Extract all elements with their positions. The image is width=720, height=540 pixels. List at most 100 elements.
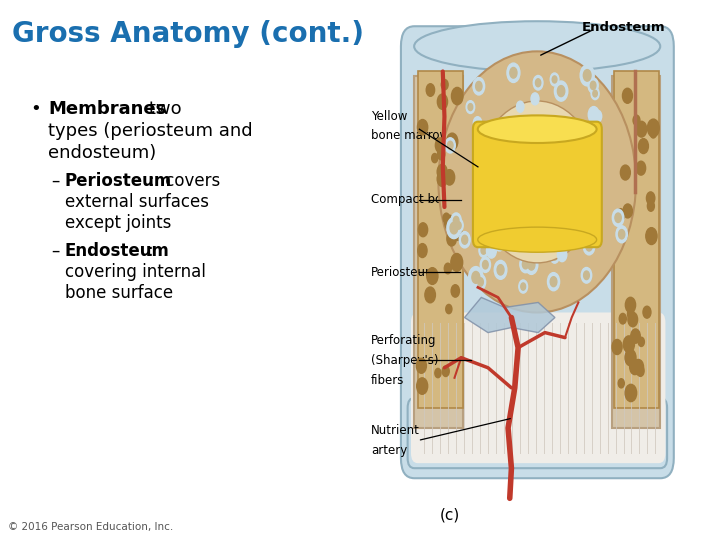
Circle shape <box>636 122 647 137</box>
Circle shape <box>630 359 640 375</box>
Circle shape <box>492 199 504 216</box>
Circle shape <box>444 215 454 230</box>
Circle shape <box>525 255 538 274</box>
Circle shape <box>536 79 541 87</box>
FancyBboxPatch shape <box>613 71 659 408</box>
Circle shape <box>626 298 636 313</box>
Text: :  covers: : covers <box>149 172 220 190</box>
Circle shape <box>446 305 452 314</box>
Circle shape <box>554 81 568 101</box>
Circle shape <box>625 384 636 402</box>
Circle shape <box>454 219 463 232</box>
Circle shape <box>621 165 630 180</box>
Circle shape <box>588 119 601 139</box>
Circle shape <box>624 336 634 353</box>
Circle shape <box>478 278 483 286</box>
Circle shape <box>633 115 640 125</box>
Circle shape <box>416 358 426 373</box>
Circle shape <box>521 283 526 290</box>
Circle shape <box>435 368 441 377</box>
Circle shape <box>450 222 458 234</box>
Circle shape <box>466 100 474 113</box>
FancyBboxPatch shape <box>401 26 674 478</box>
Circle shape <box>473 77 485 95</box>
Circle shape <box>494 234 505 251</box>
Circle shape <box>444 170 454 185</box>
Circle shape <box>462 235 468 244</box>
FancyBboxPatch shape <box>418 71 463 408</box>
Circle shape <box>437 172 447 186</box>
Circle shape <box>487 132 498 147</box>
Circle shape <box>443 213 449 223</box>
Ellipse shape <box>476 101 598 263</box>
Circle shape <box>445 138 455 153</box>
Circle shape <box>590 149 598 162</box>
Text: Periosteum: Periosteum <box>65 172 172 190</box>
Circle shape <box>623 204 632 218</box>
Circle shape <box>498 223 502 230</box>
Circle shape <box>513 224 520 235</box>
Circle shape <box>479 244 488 258</box>
Circle shape <box>451 285 459 297</box>
Circle shape <box>593 110 602 123</box>
Circle shape <box>591 124 598 134</box>
Circle shape <box>647 119 660 137</box>
Circle shape <box>418 244 427 258</box>
Circle shape <box>516 101 524 112</box>
Circle shape <box>481 247 486 254</box>
Circle shape <box>570 202 578 214</box>
Circle shape <box>583 238 595 255</box>
Text: artery: artery <box>371 444 407 457</box>
Ellipse shape <box>478 116 597 143</box>
Circle shape <box>646 228 657 245</box>
Circle shape <box>612 209 624 226</box>
Circle shape <box>509 220 523 240</box>
Circle shape <box>615 213 621 222</box>
Text: external surfaces: external surfaces <box>65 193 209 211</box>
Circle shape <box>487 244 496 258</box>
Circle shape <box>584 271 590 280</box>
Circle shape <box>586 241 592 251</box>
Circle shape <box>507 222 513 232</box>
Circle shape <box>643 306 651 318</box>
Circle shape <box>634 360 644 375</box>
Text: Perforating: Perforating <box>371 334 436 347</box>
Circle shape <box>498 167 503 176</box>
Circle shape <box>476 82 482 91</box>
Circle shape <box>650 129 657 138</box>
Circle shape <box>631 329 640 343</box>
Circle shape <box>495 220 504 233</box>
Circle shape <box>553 125 557 132</box>
Text: Nutrient: Nutrient <box>371 424 420 437</box>
Circle shape <box>628 309 634 319</box>
Text: fibers: fibers <box>371 374 404 387</box>
Circle shape <box>447 232 456 246</box>
Circle shape <box>580 65 594 86</box>
Circle shape <box>454 217 459 225</box>
Circle shape <box>616 208 624 221</box>
Circle shape <box>482 260 488 269</box>
Circle shape <box>417 378 428 394</box>
Circle shape <box>437 164 447 179</box>
Text: except joints: except joints <box>65 214 171 232</box>
Ellipse shape <box>438 51 636 313</box>
Circle shape <box>588 78 598 93</box>
Circle shape <box>618 230 625 239</box>
Circle shape <box>578 153 591 173</box>
Circle shape <box>552 76 557 83</box>
Circle shape <box>494 144 503 158</box>
Circle shape <box>518 114 523 122</box>
Circle shape <box>436 138 445 153</box>
Circle shape <box>519 280 528 293</box>
Circle shape <box>447 141 453 150</box>
Circle shape <box>575 139 582 151</box>
Circle shape <box>516 111 525 125</box>
Circle shape <box>495 147 500 155</box>
Circle shape <box>623 88 632 103</box>
Circle shape <box>625 349 636 366</box>
Circle shape <box>472 272 480 284</box>
Circle shape <box>581 267 592 283</box>
Circle shape <box>494 260 507 279</box>
Circle shape <box>447 218 461 239</box>
Circle shape <box>510 68 517 78</box>
